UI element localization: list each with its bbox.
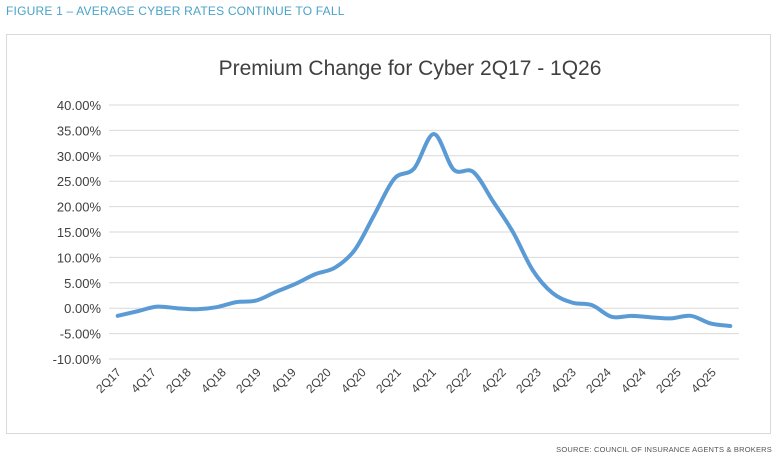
x-tick-label: 4Q17 [128, 365, 159, 396]
x-tick-label: 4Q18 [198, 365, 229, 396]
x-tick-label: 2Q24 [583, 365, 614, 396]
y-tick-label: 20.00% [57, 200, 102, 215]
x-tick-label: 4Q25 [688, 365, 719, 396]
x-tick-label: 4Q22 [478, 365, 509, 396]
x-tick-label: 2Q21 [373, 365, 404, 396]
y-tick-label: 25.00% [57, 174, 102, 189]
y-tick-label: -5.00% [60, 327, 102, 342]
x-tick-label: 2Q23 [513, 365, 544, 396]
x-tick-label: 4Q21 [408, 365, 439, 396]
y-tick-label: 15.00% [57, 225, 102, 240]
chart-title: Premium Change for Cyber 2Q17 - 1Q26 [219, 57, 602, 80]
x-tick-label: 2Q18 [163, 365, 194, 396]
x-tick-label: 2Q25 [653, 365, 684, 396]
x-tick-label: 4Q23 [548, 365, 579, 396]
x-axis-tick-labels: 2Q17 4Q17 2Q18 4Q18 2Q19 4Q19 2Q20 4Q20 2Q21 4Q21… [93, 365, 719, 396]
x-tick-label: 4Q20 [338, 365, 369, 396]
gridlines [109, 104, 739, 360]
x-tick-label: 2Q17 [93, 365, 124, 396]
figure-caption: FIGURE 1 – AVERAGE CYBER RATES CONTINUE … [6, 4, 345, 18]
y-tick-label: 35.00% [57, 123, 102, 138]
chart-frame: Premium Change for Cyber 2Q17 - 1Q26 40.… [6, 34, 771, 434]
y-tick-label: 40.00% [57, 98, 102, 113]
x-tick-label: 2Q20 [303, 365, 334, 396]
y-tick-label: -10.00% [53, 352, 102, 367]
y-tick-label: 5.00% [64, 276, 101, 291]
source-note: SOURCE: COUNCIL OF INSURANCE AGENTS & BR… [556, 445, 772, 454]
series-line [115, 131, 733, 328]
x-tick-label: 2Q22 [443, 365, 474, 396]
series-layer [115, 131, 733, 328]
y-tick-label: 30.00% [57, 149, 102, 164]
y-axis-tick-labels: 40.00% 35.00% 30.00% 25.00% 20.00% 15.00% 10.0… [53, 98, 102, 367]
x-tick-label: 4Q19 [268, 365, 299, 396]
y-tick-label: 10.00% [57, 250, 102, 265]
x-tick-label: 2Q19 [233, 365, 264, 396]
x-tick-label: 4Q24 [618, 365, 649, 396]
y-tick-label: 0.00% [64, 301, 101, 316]
line-chart: Premium Change for Cyber 2Q17 - 1Q26 40.… [53, 57, 739, 396]
